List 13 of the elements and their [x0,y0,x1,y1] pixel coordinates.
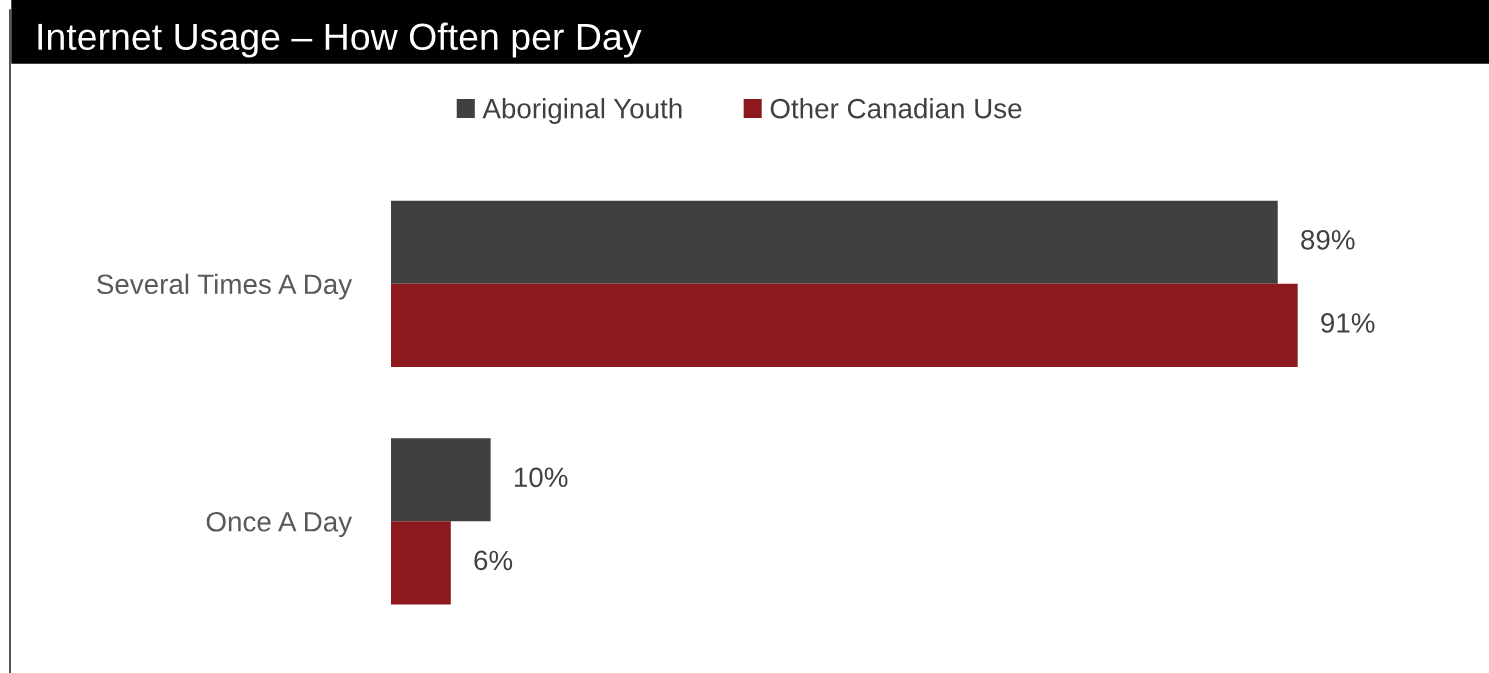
bar [391,438,491,522]
chart-title: Internet Usage – How Often per Day [38,22,642,58]
data-label: 6% [474,550,513,571]
bar [391,521,451,605]
data-label: 10% [514,467,568,488]
bar [391,283,1298,367]
data-label: 91% [1321,313,1375,333]
legend-label: Other Canadian Use [770,98,1022,119]
y-tick-label: Several Times A Day [97,273,353,300]
data-label: 89% [1301,229,1355,250]
legend-label: Aboriginal Youth [482,98,682,124]
y-tick-label: Once A Day [206,511,353,538]
bar [391,200,1278,284]
